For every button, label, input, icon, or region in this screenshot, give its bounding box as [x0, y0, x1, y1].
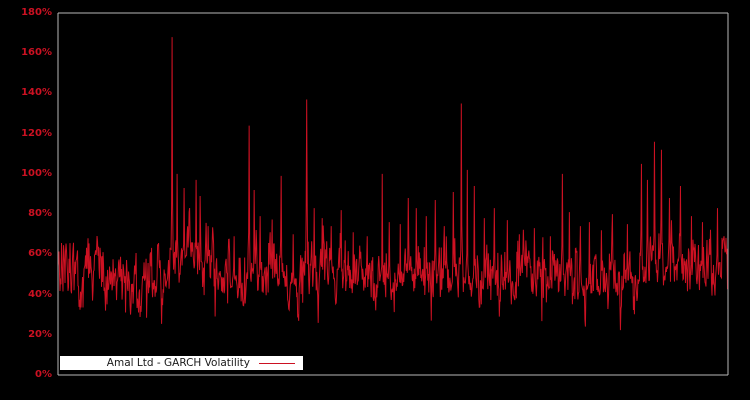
volatility-line-series — [57, 37, 729, 331]
y-axis-tick-label: 120% — [21, 127, 52, 139]
legend-line-swatch — [259, 362, 295, 364]
plot-area-background — [58, 13, 728, 375]
y-axis-tick-label: 140% — [21, 87, 52, 99]
legend-entry-label: Amal Ltd - GARCH Volatility — [106, 356, 250, 369]
y-axis-tick-label: 60% — [28, 248, 52, 260]
chart-legend[interactable]: Amal Ltd - GARCH Volatility — [59, 355, 304, 371]
y-axis-tick-label: 80% — [28, 208, 52, 220]
axis-spines — [57, 12, 729, 376]
y-axis-tick-label: 0% — [35, 369, 52, 380]
y-axis-tick-label: 100% — [21, 167, 52, 179]
y-axis-tick-label: 180% — [21, 7, 52, 18]
y-axis-tick-label: 20% — [28, 328, 52, 340]
y-axis-tick-label: 40% — [28, 288, 52, 300]
y-axis-tick-label: 160% — [21, 47, 52, 59]
y-axis-tick-labels: 180% 160% 140% 120% 100% 80% 60% 40% 20% 0% — [0, 0, 52, 400]
series-layer — [57, 37, 729, 331]
